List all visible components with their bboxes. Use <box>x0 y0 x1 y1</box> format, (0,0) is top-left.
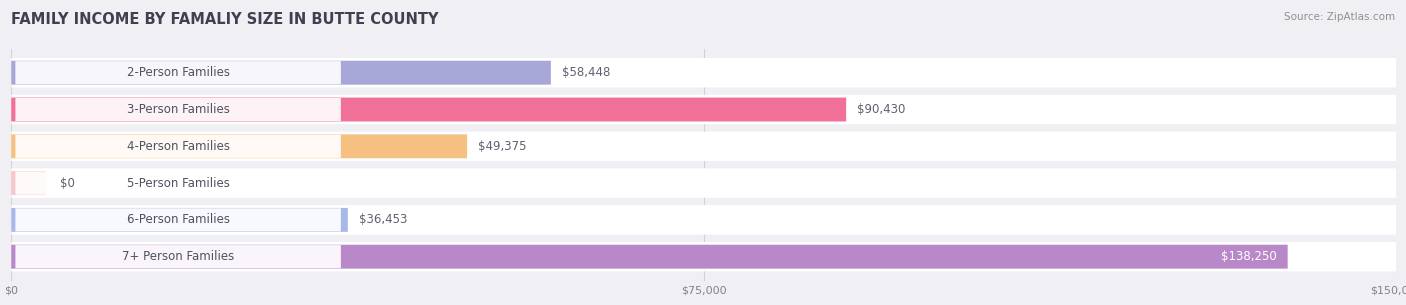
Text: 3-Person Families: 3-Person Families <box>127 103 229 116</box>
FancyBboxPatch shape <box>11 95 1396 124</box>
FancyBboxPatch shape <box>11 134 467 158</box>
Text: FAMILY INCOME BY FAMALIY SIZE IN BUTTE COUNTY: FAMILY INCOME BY FAMALIY SIZE IN BUTTE C… <box>11 12 439 27</box>
Text: Source: ZipAtlas.com: Source: ZipAtlas.com <box>1284 12 1395 22</box>
FancyBboxPatch shape <box>11 168 1396 198</box>
FancyBboxPatch shape <box>11 171 46 195</box>
FancyBboxPatch shape <box>11 205 1396 235</box>
FancyBboxPatch shape <box>11 208 347 232</box>
Text: 5-Person Families: 5-Person Families <box>127 177 229 190</box>
Text: $138,250: $138,250 <box>1220 250 1277 263</box>
Text: $36,453: $36,453 <box>359 214 408 226</box>
FancyBboxPatch shape <box>11 131 1396 161</box>
FancyBboxPatch shape <box>11 242 1396 271</box>
FancyBboxPatch shape <box>15 171 340 195</box>
FancyBboxPatch shape <box>11 245 1288 269</box>
Text: $0: $0 <box>59 177 75 190</box>
Text: 2-Person Families: 2-Person Families <box>127 66 229 79</box>
Text: $90,430: $90,430 <box>858 103 905 116</box>
Text: $49,375: $49,375 <box>478 140 527 153</box>
FancyBboxPatch shape <box>15 135 340 158</box>
FancyBboxPatch shape <box>15 208 340 231</box>
FancyBboxPatch shape <box>11 98 846 121</box>
FancyBboxPatch shape <box>15 245 340 268</box>
Text: 4-Person Families: 4-Person Families <box>127 140 229 153</box>
FancyBboxPatch shape <box>15 61 340 84</box>
Text: 7+ Person Families: 7+ Person Families <box>122 250 235 263</box>
FancyBboxPatch shape <box>11 61 551 85</box>
FancyBboxPatch shape <box>11 58 1396 88</box>
FancyBboxPatch shape <box>15 98 340 121</box>
Text: 6-Person Families: 6-Person Families <box>127 214 229 226</box>
Text: $58,448: $58,448 <box>562 66 610 79</box>
